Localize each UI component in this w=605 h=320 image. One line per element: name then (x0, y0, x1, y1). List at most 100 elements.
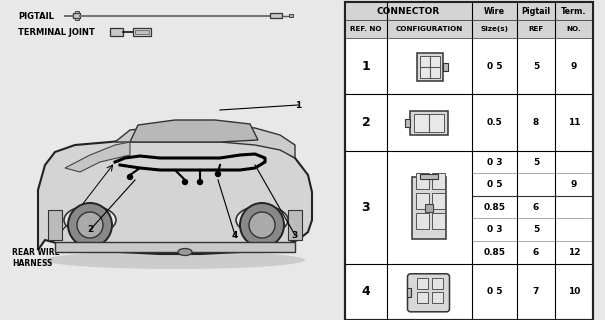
Bar (416, 193, 428, 209)
Bar (472, 2, 517, 20)
Text: Pigtail: Pigtail (522, 6, 551, 15)
Text: REF. NO: REF. NO (350, 26, 382, 32)
Bar (73, 13, 80, 18)
Bar (425, 204, 433, 212)
Bar (288, 210, 302, 240)
Text: Term.: Term. (561, 6, 587, 15)
Bar (517, 2, 555, 20)
Text: 4: 4 (232, 230, 238, 239)
Polygon shape (38, 138, 312, 254)
Circle shape (215, 172, 220, 177)
Text: 11: 11 (567, 118, 580, 127)
Bar (133, 28, 151, 36)
Bar (419, 174, 437, 179)
Bar (431, 213, 445, 229)
Text: Size(s): Size(s) (480, 26, 508, 32)
Bar (416, 173, 428, 189)
Text: PIGTAIL: PIGTAIL (18, 12, 54, 21)
Text: 0 5: 0 5 (487, 287, 502, 296)
Text: 3: 3 (292, 230, 298, 239)
Circle shape (240, 203, 284, 247)
Bar (431, 278, 442, 289)
Bar (405, 119, 410, 127)
Text: 0 3: 0 3 (487, 157, 502, 167)
Text: 5: 5 (533, 225, 539, 234)
Bar (55, 242, 295, 252)
Bar (416, 53, 442, 81)
Circle shape (77, 212, 103, 238)
Text: REAR WIRE
HARNESS: REAR WIRE HARNESS (12, 248, 60, 268)
Text: 9: 9 (571, 180, 577, 189)
Circle shape (128, 174, 132, 180)
Text: 0.85: 0.85 (483, 248, 506, 257)
Bar (270, 13, 282, 18)
Text: 2: 2 (362, 116, 370, 129)
Bar (517, 20, 555, 38)
Text: 4: 4 (362, 285, 370, 298)
Text: 1: 1 (362, 60, 370, 73)
Text: 2: 2 (87, 226, 93, 235)
Polygon shape (65, 142, 130, 172)
Bar (431, 193, 445, 209)
Text: 10: 10 (568, 287, 580, 296)
Text: 0.85: 0.85 (483, 203, 506, 212)
Text: 12: 12 (567, 248, 580, 257)
Circle shape (68, 203, 112, 247)
Text: 0 5: 0 5 (487, 180, 502, 189)
Bar (110, 28, 123, 36)
Bar (289, 14, 293, 17)
Bar (411, 177, 445, 239)
Bar (345, 2, 593, 320)
Bar (75, 11, 79, 13)
Text: 5: 5 (533, 62, 539, 71)
Bar (472, 20, 517, 38)
Bar (345, 20, 387, 38)
Text: CONFIGURATION: CONFIGURATION (396, 26, 463, 32)
Bar (416, 213, 428, 229)
Circle shape (197, 180, 203, 185)
Bar (48, 210, 62, 240)
Bar (419, 56, 439, 78)
Polygon shape (115, 125, 295, 158)
Text: Wire: Wire (484, 6, 505, 15)
FancyBboxPatch shape (408, 274, 450, 312)
Bar (345, 2, 593, 320)
Bar (345, 2, 472, 20)
Text: 6: 6 (533, 203, 539, 212)
Ellipse shape (178, 249, 192, 255)
Text: 5: 5 (533, 157, 539, 167)
Text: 9: 9 (571, 62, 577, 71)
Bar (555, 2, 593, 20)
Bar (0, 0, 340, 320)
Bar (413, 114, 443, 132)
Ellipse shape (236, 206, 288, 234)
Text: 3: 3 (362, 201, 370, 214)
Bar (416, 278, 428, 289)
Text: 1: 1 (295, 100, 301, 109)
Text: 8: 8 (533, 118, 539, 127)
Bar (555, 20, 593, 38)
Circle shape (249, 212, 275, 238)
Text: TERMINAL JOINT: TERMINAL JOINT (18, 28, 95, 37)
Text: 0.5: 0.5 (486, 118, 502, 127)
Text: 0 5: 0 5 (487, 62, 502, 71)
Bar (75, 18, 79, 20)
Ellipse shape (45, 251, 305, 269)
Text: 7: 7 (533, 287, 539, 296)
Bar (431, 173, 445, 189)
Bar (407, 288, 411, 297)
Text: 6: 6 (533, 248, 539, 257)
Text: REF: REF (528, 26, 544, 32)
Bar (410, 111, 448, 135)
Bar (431, 292, 442, 303)
Bar (442, 63, 448, 71)
Bar (416, 292, 428, 303)
Bar (135, 30, 149, 34)
Circle shape (183, 180, 188, 185)
Text: NO.: NO. (567, 26, 581, 32)
Bar (387, 20, 472, 38)
Ellipse shape (64, 206, 116, 234)
Text: 0 3: 0 3 (487, 225, 502, 234)
Polygon shape (130, 120, 258, 142)
Text: CONNECTOR: CONNECTOR (377, 6, 440, 15)
